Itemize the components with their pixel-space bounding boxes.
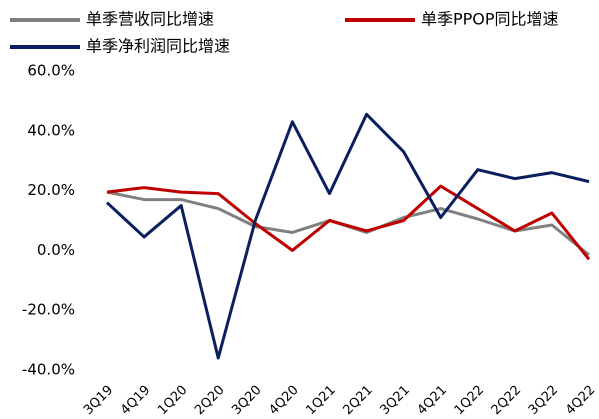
x-tick-label: 1Q22 — [452, 383, 487, 418]
series-line — [106, 190, 590, 257]
series-line — [106, 184, 591, 261]
x-tick-label: 2Q22 — [489, 383, 524, 418]
x-tick-label: 2Q20 — [192, 383, 227, 418]
x-tick-label: 3Q22 — [526, 383, 561, 418]
y-tick-label: -40.0% — [22, 361, 75, 379]
y-tick-label: 20.0% — [27, 181, 75, 199]
y-tick-label: 0.0% — [37, 241, 75, 259]
x-tick-label: 3Q21 — [378, 383, 413, 418]
x-tick-label: 4Q19 — [118, 383, 153, 418]
x-tick-label: 4Q20 — [266, 383, 301, 418]
y-tick-label: 40.0% — [27, 121, 75, 139]
series-line — [105, 112, 590, 360]
y-tick-label: 60.0% — [27, 62, 75, 80]
y-tick-label: -20.0% — [22, 301, 75, 319]
x-tick-label: 1Q21 — [303, 383, 338, 418]
x-tick-label: 3Q19 — [81, 383, 116, 418]
legend-label: 单季净利润同比增速 — [86, 37, 230, 56]
x-tick-label: 1Q20 — [155, 383, 190, 418]
x-tick-label: 3Q20 — [229, 383, 264, 418]
x-tick-label: 4Q21 — [415, 383, 450, 418]
x-tick-label: 4Q22 — [563, 383, 598, 418]
legend-label: 单季PPOP同比增速 — [421, 10, 559, 29]
legend-label: 单季营收同比增速 — [86, 10, 214, 29]
x-tick-label: 2Q21 — [340, 383, 375, 418]
